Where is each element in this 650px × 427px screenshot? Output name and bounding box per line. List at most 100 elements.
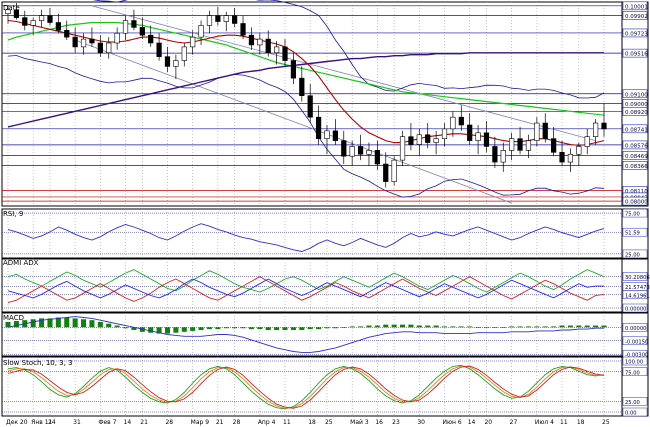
candle-body-16 bbox=[139, 27, 145, 36]
price-label-4: 0.09100 bbox=[625, 92, 648, 98]
macd-bar-23 bbox=[198, 327, 204, 331]
x-tick-label-24: 11 bbox=[560, 419, 568, 426]
macd-bar-1 bbox=[13, 321, 19, 328]
macd-bar-39 bbox=[332, 327, 338, 329]
x-tick-label-17: 23 bbox=[392, 419, 400, 426]
macd-bar-42 bbox=[358, 326, 364, 328]
price-label-6: 0.08920 bbox=[625, 110, 648, 116]
x-tick-label-11: Апр 4 bbox=[258, 419, 276, 426]
rsi-panel-label-box-1 bbox=[622, 227, 648, 237]
candle-body-14 bbox=[122, 20, 129, 34]
candle-body-34 bbox=[290, 60, 297, 79]
candle-body-2 bbox=[22, 17, 28, 26]
candle-body-22 bbox=[190, 36, 196, 48]
price-label-7: 0.08741 bbox=[625, 127, 648, 133]
macd-panel-title: MACD bbox=[3, 314, 24, 322]
x-tick-label-3: 31 bbox=[73, 419, 81, 426]
candle-body-58 bbox=[492, 146, 498, 163]
candle-body-28 bbox=[240, 23, 246, 36]
price-label-13: 0.08000 bbox=[625, 200, 648, 206]
x-tick-label-8: Мар 9 bbox=[191, 419, 210, 426]
macd-bar-29 bbox=[248, 327, 254, 330]
channel-upper-line bbox=[91, 5, 596, 141]
candle-body-66 bbox=[559, 152, 565, 163]
candle-body-6 bbox=[55, 22, 61, 31]
rsi-panel-label-1: 51.59 bbox=[625, 231, 640, 237]
macd-bar-55 bbox=[467, 326, 473, 328]
stoch-panel-label-box-2 bbox=[622, 397, 648, 406]
macd-bar-69 bbox=[584, 325, 590, 328]
macd-bar-40 bbox=[341, 327, 347, 328]
adx-panel-label-box-2 bbox=[622, 282, 648, 291]
ma-green-line bbox=[7, 21, 605, 116]
stoch-panel-series-2 bbox=[7, 365, 605, 409]
x-tick-label-5: 14 bbox=[124, 419, 132, 426]
candle-body-37 bbox=[315, 116, 322, 139]
x-tick-label-12: 11 bbox=[283, 419, 291, 426]
macd-bar-5 bbox=[47, 318, 53, 328]
macd-bar-15 bbox=[131, 327, 137, 331]
candle-body-17 bbox=[148, 34, 154, 44]
macd-bar-10 bbox=[89, 320, 95, 328]
adx-panel-series-0 bbox=[7, 269, 605, 293]
candle-body-38 bbox=[324, 130, 330, 139]
macd-bar-51 bbox=[433, 325, 439, 328]
panel-frame-3 bbox=[1, 312, 623, 357]
adx-panel-label-3: 0.00000 bbox=[625, 307, 646, 313]
adx-panel-series-1 bbox=[7, 276, 605, 304]
macd-bar-31 bbox=[265, 327, 271, 331]
candle-body-36 bbox=[307, 95, 313, 118]
stoch-panel-label-box-3 bbox=[622, 407, 648, 417]
rsi-panel-label-box-2 bbox=[622, 249, 648, 259]
candle-body-71 bbox=[601, 122, 607, 130]
candle-body-29 bbox=[248, 34, 255, 46]
macd-bar-19 bbox=[164, 327, 171, 334]
candle-body-0 bbox=[5, 9, 11, 15]
macd-bar-32 bbox=[274, 327, 280, 331]
macd-bar-28 bbox=[240, 327, 246, 329]
candle-body-35 bbox=[299, 77, 305, 97]
macd-bar-68 bbox=[576, 325, 582, 328]
candle-body-18 bbox=[156, 42, 162, 57]
adx-panel-label-box-3 bbox=[622, 303, 648, 313]
macd-bar-34 bbox=[290, 327, 296, 331]
candle-body-64 bbox=[542, 122, 548, 139]
candle-body-53 bbox=[450, 116, 456, 130]
macd-bar-63 bbox=[534, 326, 540, 328]
price-panel-title: Date bbox=[3, 4, 20, 12]
candle-body-52 bbox=[441, 128, 448, 139]
price-label-2: 0.09723 bbox=[625, 31, 648, 37]
candle-body-44 bbox=[374, 150, 380, 165]
x-tick-label-22: 27 bbox=[510, 419, 518, 426]
macd-bar-56 bbox=[475, 327, 481, 328]
macd-bar-67 bbox=[567, 325, 573, 328]
price-label-0: 0.10001 bbox=[625, 4, 648, 10]
stoch-panel-title: Slow Stoch, 10, 3, 3 bbox=[3, 359, 73, 367]
candle-body-45 bbox=[383, 163, 389, 182]
price-label-box-1 bbox=[622, 11, 648, 20]
axis-frame-3 bbox=[621, 312, 649, 357]
candle-body-43 bbox=[366, 150, 372, 155]
macd-bar-26 bbox=[223, 327, 229, 329]
macd-bar-44 bbox=[374, 325, 380, 328]
price-label-box-6 bbox=[622, 107, 648, 116]
price-label-box-3 bbox=[622, 48, 648, 58]
macd-bar-48 bbox=[408, 324, 414, 328]
candle-body-63 bbox=[534, 122, 540, 141]
candle-body-68 bbox=[576, 146, 582, 155]
macd-bar-13 bbox=[114, 325, 120, 328]
stoch-panel: 100.00 75.00 25.00 0.00 bbox=[2, 356, 648, 417]
panel-frame-4 bbox=[1, 356, 623, 417]
candle-body-59 bbox=[500, 150, 506, 163]
price-label-1: 0.09902 bbox=[625, 14, 648, 20]
candle-body-9 bbox=[80, 38, 87, 48]
macd-bar-3 bbox=[30, 319, 36, 328]
macd-bar-27 bbox=[232, 327, 238, 329]
candle-body-8 bbox=[72, 36, 78, 48]
candle-body-11 bbox=[97, 42, 103, 54]
macd-label-0: 0.00000 bbox=[625, 326, 646, 332]
adx-panel-label-2: 21.57473 bbox=[625, 285, 650, 291]
candle-body-51 bbox=[433, 138, 439, 143]
rsi-panel-title: RSI, 9 bbox=[3, 210, 23, 218]
